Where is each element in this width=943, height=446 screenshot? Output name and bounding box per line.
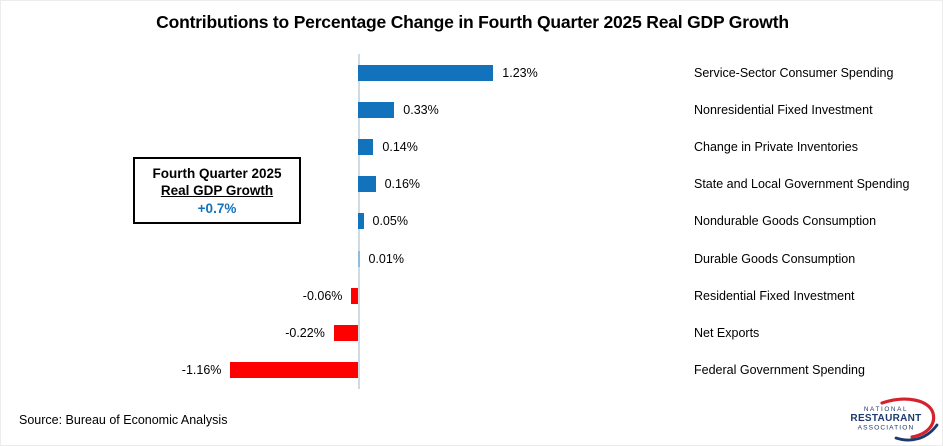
nra-logo-icon: NATIONAL RESTAURANT ASSOCIATION: [850, 397, 939, 442]
negative-bar: [351, 287, 358, 304]
value-label: 0.05%: [372, 214, 408, 229]
annotation-line1: Fourth Quarter 2025: [152, 166, 282, 181]
svg-text:ASSOCIATION: ASSOCIATION: [858, 425, 915, 432]
annotation-box: Fourth Quarter 2025 Real GDP Growth +0.7…: [133, 157, 301, 224]
chart-row: 0.33% Nonresidential Fixed Investment: [1, 91, 942, 128]
positive-bar: [358, 250, 360, 267]
source-text: Source: Bureau of Economic Analysis: [19, 413, 228, 427]
value-label: 0.16%: [384, 177, 421, 192]
value-label: 0.14%: [382, 139, 418, 154]
positive-bar: [358, 213, 364, 230]
value-label: -0.06%: [302, 288, 343, 303]
positive-bar: [358, 176, 376, 193]
chart-row: 0.01% Durable Goods Consumption: [1, 240, 942, 277]
chart-row: 0.14% Change in Private Inventories: [1, 128, 942, 165]
chart-row: 0.05% Nondurable Goods Consumption: [1, 203, 942, 240]
category-label: Durable Goods Consumption: [694, 251, 856, 266]
category-label: Nonresidential Fixed Investment: [694, 102, 873, 117]
category-label: Change in Private Inventories: [694, 139, 858, 154]
negative-bar: [333, 324, 358, 341]
category-label: Residential Fixed Investment: [694, 288, 855, 303]
category-label: Federal Government Spending: [694, 363, 865, 378]
chart-row: -0.06% Residential Fixed Investment: [1, 277, 942, 314]
bar-chart: 1.23% Service-Sector Consumer Spending 0.3…: [1, 54, 942, 389]
value-label: -0.22%: [285, 325, 325, 340]
svg-text:NATIONAL: NATIONAL: [864, 406, 908, 413]
category-label: State and Local Government Spending: [694, 177, 910, 192]
category-label: Nondurable Goods Consumption: [694, 214, 877, 229]
chart-row: 0.16% State and Local Government Spending: [1, 166, 942, 203]
positive-bar: [358, 64, 494, 81]
value-label: 1.23%: [502, 65, 538, 80]
chart-row: -0.22% Net Exports: [1, 314, 942, 351]
chart-row: -1.16% Federal Government Spending: [1, 352, 942, 389]
svg-text:RESTAURANT: RESTAURANT: [850, 413, 921, 424]
positive-bar: [358, 101, 395, 118]
chart-title: Contributions to Percentage Change in Fo…: [156, 12, 789, 32]
annotation-line2: Real GDP Growth: [160, 183, 274, 199]
positive-bar: [358, 138, 374, 155]
category-label: Service-Sector Consumer Spending: [694, 65, 894, 80]
value-label: 0.33%: [403, 102, 439, 117]
category-label: Net Exports: [694, 325, 760, 340]
value-label: 0.01%: [368, 251, 404, 266]
negative-bar: [230, 362, 358, 379]
value-label: -1.16%: [181, 363, 222, 378]
nra-logo: NATIONAL RESTAURANT ASSOCIATION: [846, 397, 940, 443]
chart-row: 1.23% Service-Sector Consumer Spending: [1, 54, 942, 91]
annotation-value: +0.7%: [197, 200, 237, 216]
